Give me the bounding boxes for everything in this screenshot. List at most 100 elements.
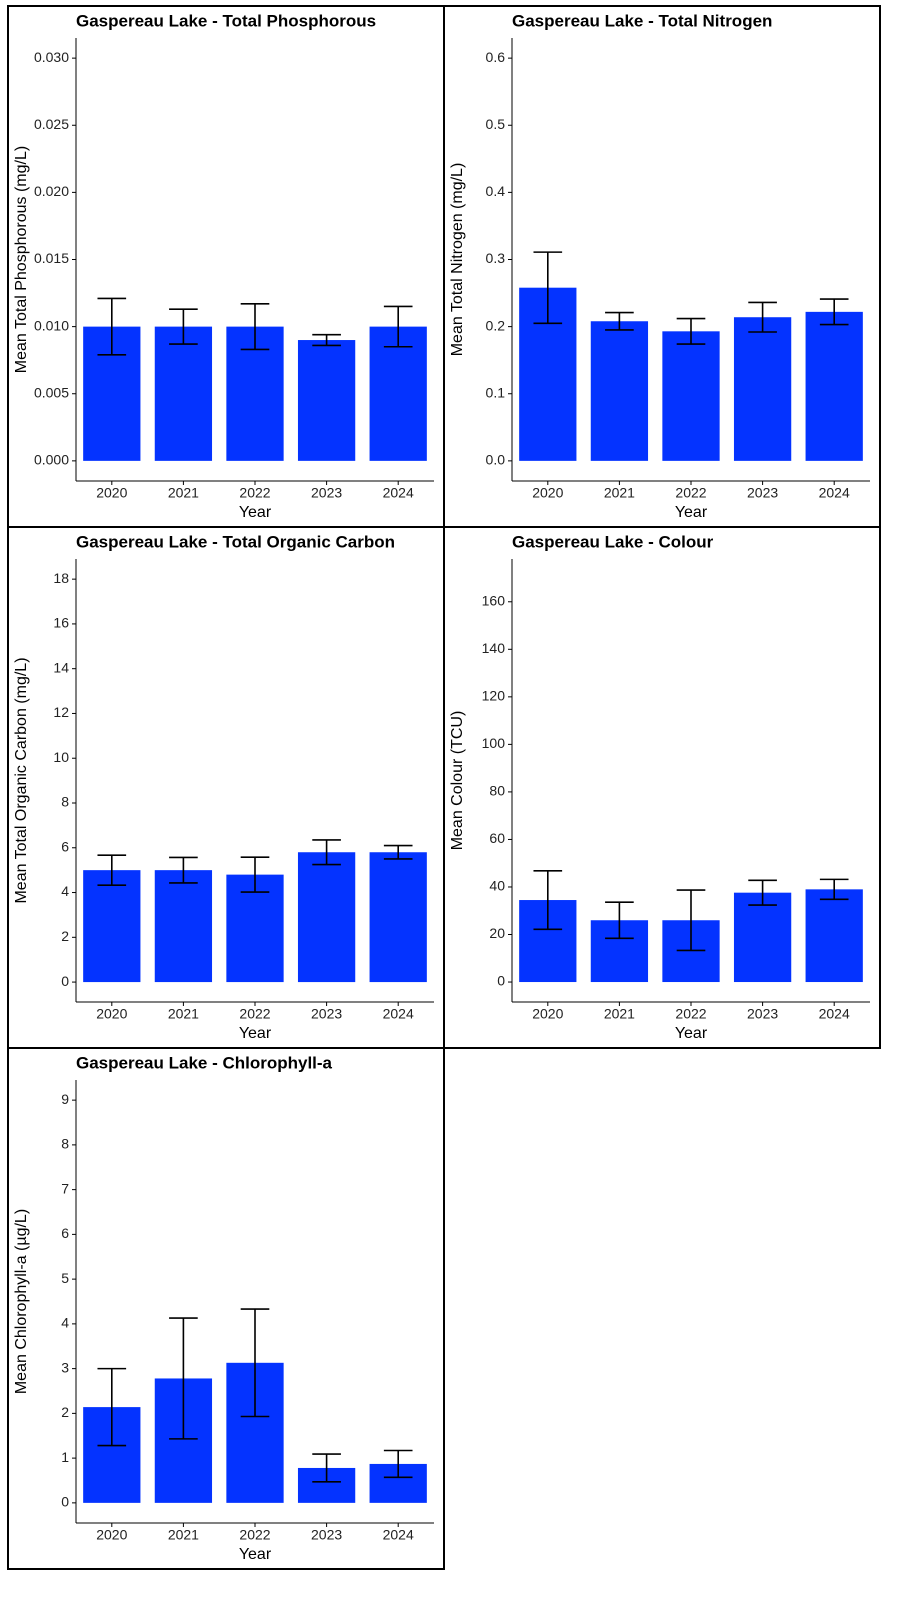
y-tick-label: 40 xyxy=(489,878,505,894)
y-tick-label: 12 xyxy=(53,704,69,720)
error-bar xyxy=(312,1453,341,1483)
y-axis-label: Mean Total Phosphorous (mg/L) xyxy=(13,146,30,373)
y-tick-label: 10 xyxy=(53,749,69,765)
error-bar xyxy=(169,856,198,884)
y-tick-label: 8 xyxy=(61,794,69,810)
y-axis-label: Mean Total Nitrogen (mg/L) xyxy=(449,163,466,357)
bar xyxy=(369,852,427,983)
y-tick-label: 0.1 xyxy=(486,384,506,400)
error-bar xyxy=(676,317,706,345)
x-tick-label: 2023 xyxy=(747,1006,778,1022)
y-tick-label: 140 xyxy=(482,640,506,656)
bar xyxy=(805,311,863,461)
y-axis-label: Mean Total Organic Carbon (mg/L) xyxy=(13,657,30,903)
error-bar xyxy=(240,303,270,351)
x-tick-label: 2021 xyxy=(604,1006,635,1022)
y-tick-label: 0.2 xyxy=(486,317,506,333)
y-tick-label: 0.6 xyxy=(486,49,506,65)
x-tick-label: 2020 xyxy=(532,485,563,501)
x-axis-label: Year xyxy=(239,1025,272,1042)
error-bar xyxy=(819,878,849,901)
bar xyxy=(154,326,213,461)
x-tick-label: 2021 xyxy=(168,1006,199,1022)
y-tick-label: 120 xyxy=(482,688,506,704)
error-bar xyxy=(97,297,127,356)
x-axis-label: Year xyxy=(675,1025,708,1042)
bar xyxy=(805,889,863,983)
error-bar xyxy=(97,854,127,886)
error-bar xyxy=(383,1449,413,1479)
y-tick-label: 80 xyxy=(489,783,505,799)
error-bar xyxy=(169,308,198,345)
bar xyxy=(662,331,720,461)
y-tick-label: 7 xyxy=(61,1180,69,1196)
y-tick-label: 0.0 xyxy=(486,452,506,468)
y-tick-label: 0.030 xyxy=(34,49,69,65)
bar xyxy=(590,321,649,461)
bar xyxy=(154,870,213,983)
chart-title: Gaspereau Lake - Total Phosphorous xyxy=(76,11,376,30)
chart-title: Gaspereau Lake - Total Organic Carbon xyxy=(76,532,395,551)
error-bar xyxy=(383,844,413,860)
x-tick-label: 2024 xyxy=(383,1006,414,1022)
x-tick-label: 2023 xyxy=(747,485,778,501)
error-bar xyxy=(240,1308,270,1418)
y-tick-label: 1 xyxy=(61,1449,69,1465)
error-bar xyxy=(312,333,341,347)
y-tick-label: 0.020 xyxy=(34,183,69,199)
error-bar xyxy=(676,889,706,952)
x-tick-label: 2021 xyxy=(604,485,635,501)
y-tick-label: 0 xyxy=(61,973,69,989)
x-tick-label: 2024 xyxy=(819,1006,850,1022)
y-tick-label: 8 xyxy=(61,1136,69,1152)
error-bar xyxy=(533,251,563,325)
y-tick-label: 16 xyxy=(53,615,69,631)
bar xyxy=(297,852,356,983)
x-tick-label: 2023 xyxy=(311,1527,342,1543)
y-tick-label: 0.3 xyxy=(486,250,506,266)
error-bar xyxy=(383,305,413,348)
x-tick-label: 2020 xyxy=(96,485,127,501)
chart-title: Gaspereau Lake - Colour xyxy=(512,532,714,551)
panel-border xyxy=(443,526,881,1049)
x-tick-label: 2024 xyxy=(383,485,414,501)
x-tick-label: 2023 xyxy=(311,485,342,501)
y-tick-label: 6 xyxy=(61,1225,69,1241)
x-tick-label: 2020 xyxy=(96,1527,127,1543)
error-bar xyxy=(312,839,341,866)
bar xyxy=(733,892,792,983)
x-tick-label: 2021 xyxy=(168,485,199,501)
error-bar xyxy=(748,301,777,333)
error-bar xyxy=(605,901,634,940)
y-tick-label: 4 xyxy=(61,1315,69,1331)
x-tick-label: 2022 xyxy=(239,1527,270,1543)
x-tick-label: 2020 xyxy=(96,1006,127,1022)
error-bar xyxy=(605,311,634,331)
error-bar xyxy=(97,1367,127,1447)
error-bar xyxy=(748,879,777,906)
y-tick-label: 160 xyxy=(482,592,506,608)
y-tick-label: 6 xyxy=(61,838,69,854)
y-tick-label: 9 xyxy=(61,1091,69,1107)
y-tick-label: 60 xyxy=(489,830,505,846)
error-bar xyxy=(240,856,270,893)
chart-title: Gaspereau Lake - Chlorophyll-a xyxy=(76,1053,333,1072)
y-tick-label: 14 xyxy=(53,659,69,675)
x-axis-label: Year xyxy=(239,1546,272,1563)
bar xyxy=(297,340,356,461)
x-tick-label: 2022 xyxy=(239,1006,270,1022)
x-tick-label: 2021 xyxy=(168,1527,199,1543)
y-tick-label: 0.010 xyxy=(34,317,69,333)
x-tick-label: 2022 xyxy=(675,485,706,501)
x-axis-label: Year xyxy=(239,504,272,521)
bar xyxy=(83,870,141,983)
x-axis-label: Year xyxy=(675,504,708,521)
y-tick-label: 5 xyxy=(61,1270,69,1286)
y-tick-label: 0.000 xyxy=(34,452,69,468)
y-tick-label: 0 xyxy=(61,1494,69,1510)
error-bar xyxy=(169,1317,198,1440)
y-axis-label: Mean Colour (TCU) xyxy=(449,711,466,851)
y-tick-label: 0.005 xyxy=(34,384,69,400)
bar xyxy=(733,317,792,461)
y-tick-label: 0.025 xyxy=(34,116,69,132)
